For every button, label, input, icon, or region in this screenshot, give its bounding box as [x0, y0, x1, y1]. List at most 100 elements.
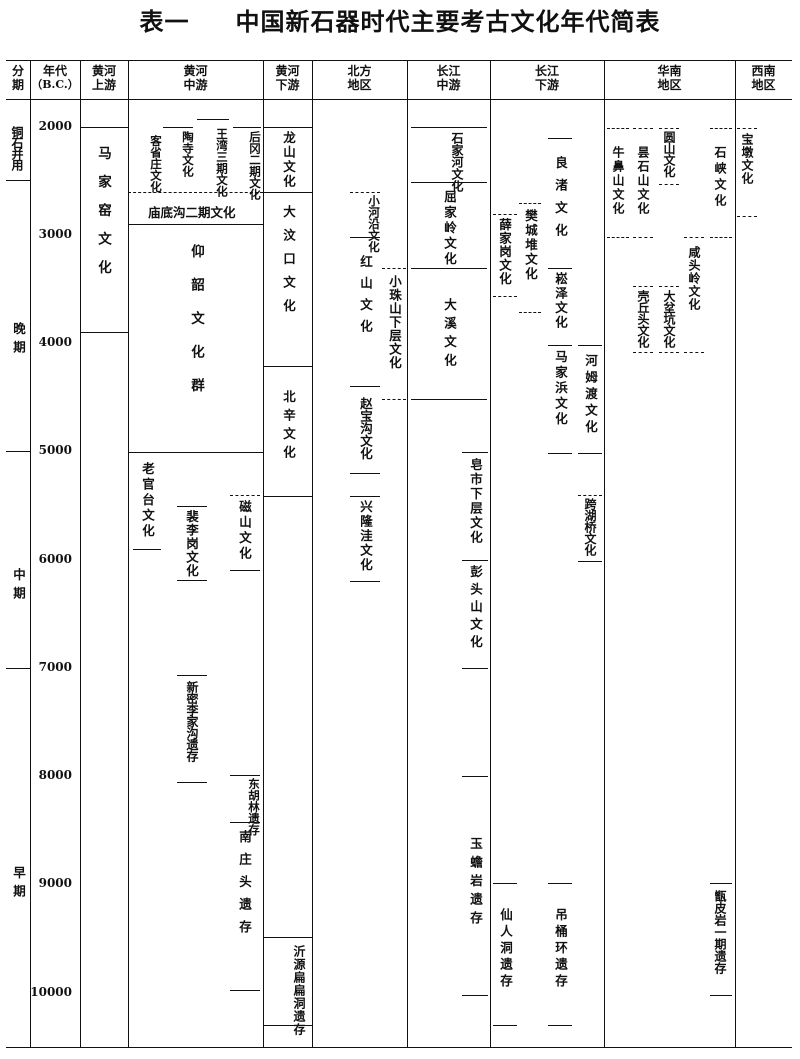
year-tick: 10000: [30, 985, 72, 999]
boundary-line: [548, 453, 572, 454]
boundary-line: [177, 782, 207, 783]
culture-liangzhu: 良渚文化: [553, 156, 568, 246]
year-tick: 2000: [38, 119, 72, 133]
boundary-line: [263, 937, 312, 938]
boundary-line: [737, 128, 757, 129]
boundary-line: [548, 268, 572, 269]
boundary-line: [350, 386, 380, 387]
period-divider: [6, 180, 30, 181]
boundary-line: [710, 237, 732, 238]
boundary-line: [659, 128, 679, 129]
boundary-line: [519, 312, 541, 313]
boundary-line: [177, 675, 207, 676]
year-tick: 7000: [38, 660, 72, 674]
boundary-line: [684, 352, 704, 353]
boundary-line: [350, 473, 380, 474]
culture-yangshao: 仰韶文化群: [188, 244, 204, 412]
boundary-line: [578, 345, 602, 346]
boundary-line: [350, 496, 380, 497]
boundary-line: [493, 883, 517, 884]
culture-songze: 崧泽文化: [553, 272, 568, 330]
culture-xinglongwa: 兴隆洼文化: [358, 500, 373, 573]
boundary-line: [710, 883, 732, 884]
period-divider: [6, 451, 30, 452]
culture-laoguantai: 老官台文化: [140, 462, 155, 540]
header-divider: [6, 99, 792, 100]
boundary-line: [493, 1025, 517, 1026]
header-line: 下游: [534, 78, 559, 92]
culture-hongshan: 红山文化: [358, 255, 373, 341]
culture-xinmi: 新密李家沟遗存: [185, 681, 199, 762]
culture-xuejiagang: 薛家岗文化: [497, 218, 512, 286]
header-line: 地区: [347, 78, 372, 92]
boundary-line: [177, 580, 207, 581]
boundary-line: [230, 822, 260, 823]
col-divider: [490, 60, 491, 1048]
boundary-line: [462, 995, 488, 996]
boundary-line: [177, 506, 207, 507]
culture-baodun: 宝墩文化: [740, 133, 754, 185]
header-huanghe-lower: 黄河 下游: [263, 64, 312, 92]
year-tick: 3000: [38, 227, 72, 241]
culture-keqiutou: 壳丘头文化: [636, 290, 650, 348]
year-tick: 4000: [38, 335, 72, 349]
col-divider: [30, 60, 31, 1048]
header-line: 华南: [657, 64, 682, 78]
header-line: 中游: [183, 78, 208, 92]
boundary-line: [230, 570, 260, 571]
boundary-line: [607, 128, 629, 129]
culture-shijiahe: 石家河文化: [450, 132, 464, 192]
boundary-line: [737, 216, 757, 217]
boundary-line: [163, 127, 193, 128]
page-title: 表一 中国新石器时代主要考古文化年代简表: [0, 2, 800, 37]
culture-beixin: 北辛文化: [281, 390, 296, 464]
boundary-line: [462, 776, 488, 777]
header-line: 年代: [42, 64, 67, 78]
header-huanghe-upper: 黄河 上游: [80, 64, 128, 92]
culture-hemudu: 河姆渡文化: [583, 354, 598, 437]
culture-xianrendong: 仙人洞遗存: [498, 908, 513, 991]
culture-wangwan: 王湾三期文化: [215, 128, 229, 197]
boundary-line: [128, 224, 263, 225]
col-divider: [312, 60, 313, 1048]
boundary-line: [230, 990, 260, 991]
culture-taosi: 陶寺文化: [181, 131, 195, 177]
boundary-line: [710, 128, 732, 129]
boundary-line: [659, 352, 679, 353]
header-year: 年代 （B.C.）: [30, 64, 80, 92]
header-line: 西南: [751, 64, 776, 78]
col-divider: [128, 60, 129, 1048]
table-bottom-border: [6, 1047, 792, 1048]
boundary-line: [411, 399, 487, 400]
boundary-line: [263, 192, 312, 193]
boundary-line: [462, 560, 488, 561]
boundary-line: [197, 119, 229, 120]
boundary-line: [578, 561, 602, 562]
boundary-line: [710, 995, 732, 996]
boundary-line: [607, 237, 629, 238]
table-number: 表一: [139, 8, 190, 36]
boundary-line: [80, 332, 128, 333]
culture-dawenkou: 大汶口文化: [281, 205, 296, 323]
boundary-line: [230, 495, 260, 496]
boundary-line: [659, 184, 679, 185]
boundary-line: [633, 352, 653, 353]
header-huanghe-middle: 黄河 中游: [128, 64, 263, 92]
boundary-line: [128, 192, 263, 193]
header-line: 黄河: [91, 64, 116, 78]
header-line: 黄河: [275, 64, 300, 78]
culture-nanzhuangtou: 南庄头遗存: [237, 830, 252, 943]
boundary-line: [578, 453, 602, 454]
header-line: 上游: [91, 78, 116, 92]
period-bronze: 铜石并用: [10, 126, 24, 170]
col-divider: [407, 60, 408, 1048]
header-south: 华南 地区: [604, 64, 735, 92]
col-divider: [263, 60, 264, 1048]
boundary-line: [684, 237, 704, 238]
header-line: 长江: [436, 64, 461, 78]
culture-kezuozhuang: 客省庄文化: [149, 135, 163, 193]
boundary-line: [493, 296, 517, 297]
col-divider: [80, 60, 81, 1048]
year-tick: 6000: [38, 552, 72, 566]
culture-xiaozhushan: 小珠山下层文化: [387, 275, 402, 370]
